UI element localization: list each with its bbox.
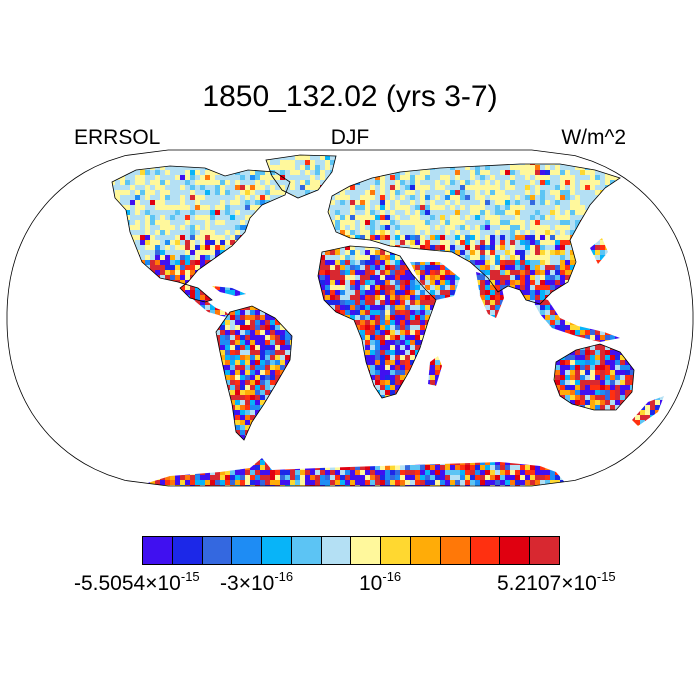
plot-title: 1850_132.02 (yrs 3-7)	[202, 80, 498, 113]
colorbar-swatch-2	[202, 537, 233, 564]
season-label: DJF	[330, 126, 370, 149]
colorbar-swatch-11	[470, 537, 501, 564]
colorbar-swatch-4	[262, 537, 292, 564]
colorbar-swatch-8	[381, 537, 412, 564]
coastlines	[111, 154, 635, 441]
colorbar-swatch-6	[321, 537, 352, 564]
colorbar-swatch-9	[411, 537, 441, 564]
colorbar-swatch-10	[440, 537, 471, 564]
colorbar-label-3: 10-16	[359, 569, 402, 595]
colorbar-swatch-7	[351, 537, 382, 564]
variable-label: ERRSOL	[74, 126, 161, 149]
colorbar-label-min: -5.5054×10-15	[74, 569, 200, 595]
units-label: W/m^2	[561, 126, 626, 149]
colorbar-swatch-0	[143, 537, 173, 564]
globe-area	[7, 150, 693, 486]
colorbar-swatch-5	[291, 537, 322, 564]
map-border	[6, 149, 694, 487]
colorbar-swatch-1	[172, 537, 203, 564]
colorbar-swatch-12	[500, 537, 531, 564]
colorbar-label-2: -3×10-16	[220, 569, 294, 595]
colorbar	[142, 536, 560, 565]
colorbar-swatch-13	[530, 537, 559, 564]
colorbar-label-max: 5.2107×10-15	[497, 569, 616, 595]
colorbar-swatch-3	[232, 537, 263, 564]
